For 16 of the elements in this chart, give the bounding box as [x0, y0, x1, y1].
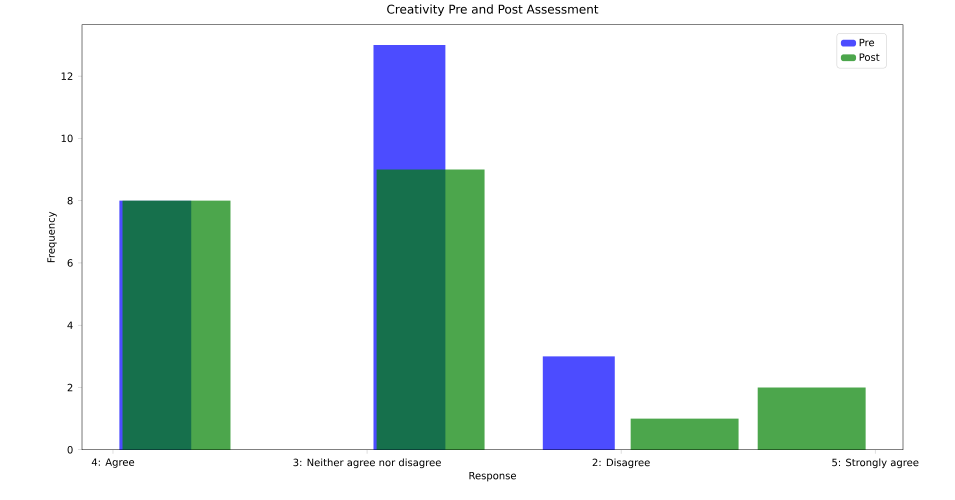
y-axis-title: Frequency: [47, 212, 57, 262]
chart-title: Creativity Pre and Post Assessment: [387, 4, 598, 16]
x-axis-title: Response: [469, 472, 516, 482]
y-tick-label: 0: [68, 446, 73, 454]
y-tick-label: 4: [67, 322, 73, 329]
x-tick-label: 5: Strongly agree: [832, 458, 918, 468]
y-tick-label: 2: [68, 384, 72, 392]
x-tick-label: 4: Agree: [92, 458, 134, 468]
y-tick-label: 6: [68, 259, 73, 267]
legend-label: Post: [860, 54, 880, 62]
x-tick-label: 2: Disagree: [592, 458, 650, 468]
y-tick-label: 10: [62, 134, 73, 142]
y-tick-label: 8: [68, 197, 73, 205]
y-tick-label: 12: [62, 72, 72, 80]
legend-label: Pre: [860, 38, 874, 46]
x-tick-label: 3: Neither agree nor disagree: [293, 458, 441, 468]
